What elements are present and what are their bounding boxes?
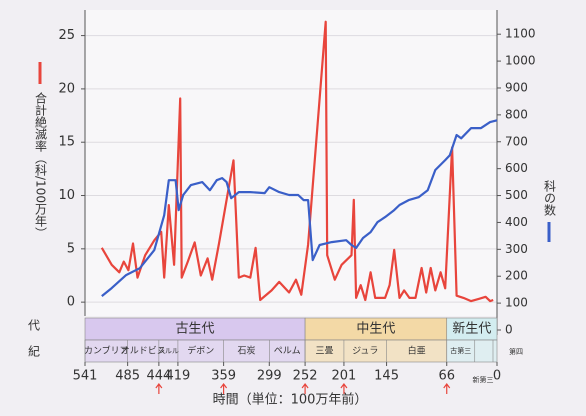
y-tick-label: 25 [58,28,75,43]
y-tick-label: 20 [58,81,75,96]
y2-tick-label: 1100 [505,27,536,41]
period-label: 第四 [509,347,523,356]
y2-tick-label: 1000 [505,54,536,68]
y2-tick-label: 900 [505,80,528,94]
era-label: 古生代 [176,322,215,337]
y2-tick-label: 700 [505,134,528,148]
extinction-arrow [155,383,163,394]
y2-tick-label: 200 [505,269,528,283]
period-label: シルル [158,347,179,355]
x-tick-label: 541 [73,369,98,384]
y2-tick-label: 300 [505,242,528,256]
period-label: ペルム [274,346,301,357]
era-label: 中生代 [356,322,395,337]
series-line [101,119,498,297]
y-tick-label: 10 [58,188,75,203]
x-tick-label: 444 [146,369,171,384]
y2-tick-label: 500 [505,188,528,202]
extinction-arrow [443,383,451,394]
extinction-arrow [301,383,309,394]
period-label: ジュラ [352,346,378,357]
y-tick-label: 0 [67,295,75,310]
x-tick-label: 0 [493,369,501,384]
y2-tick-label: 400 [505,215,528,229]
plot-area [85,10,497,316]
y-tick-label: 5 [67,241,75,256]
period-label: 三畳 [316,346,334,357]
extinction-arrow [340,383,348,394]
period-label: カンブリア [84,345,129,357]
y2-tick-label: 800 [505,107,528,121]
y-tick-label: 15 [58,135,75,150]
y2-tick-label: 600 [505,161,528,175]
period-label: 石炭 [237,346,255,357]
era-label: 新生代 [452,321,491,337]
y2-tick-label: 100 [505,296,528,310]
extinction-arrow [220,383,228,394]
y-axis-label: 合計絶滅率（科/100万年） [34,91,48,239]
x-tick-label: 359 [211,369,236,384]
period-label: デボン [187,345,214,357]
x-tick-label: 145 [374,369,399,384]
era-row-label: 代 [28,319,40,333]
x-tick-label: 299 [257,369,282,384]
x-tick-label: 485 [115,369,140,384]
y2-axis-label: 科の数 [543,180,557,217]
x-axis-label: 時間（単位：100万年前） [213,392,368,408]
x-tick-label: 66 [438,369,455,384]
x-tick-label: 419 [165,369,190,384]
period-label: 古第三 [450,346,471,355]
x-tick-label: 201 [332,369,357,384]
period-label: オルドビス [121,346,166,357]
series-line [100,20,494,303]
period-label: 新第三 [473,375,494,384]
x-tick-label: 252 [293,369,318,384]
y2-tick-label: 0 [505,323,513,337]
period-row-label: 紀 [28,345,40,359]
period-label: 白亜 [408,345,426,357]
